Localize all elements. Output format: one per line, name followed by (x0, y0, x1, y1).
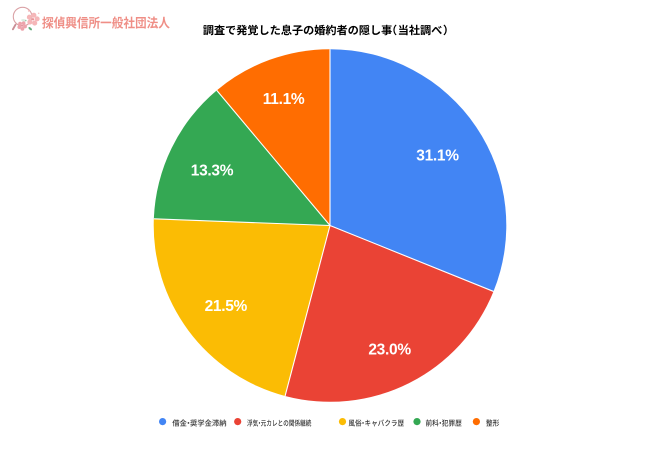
svg-text:31.1%: 31.1% (416, 147, 459, 164)
svg-text:21.5%: 21.5% (205, 298, 248, 315)
svg-text:23.0%: 23.0% (368, 342, 411, 359)
svg-text:13.3%: 13.3% (191, 163, 234, 180)
svg-text:11.1%: 11.1% (263, 91, 305, 108)
